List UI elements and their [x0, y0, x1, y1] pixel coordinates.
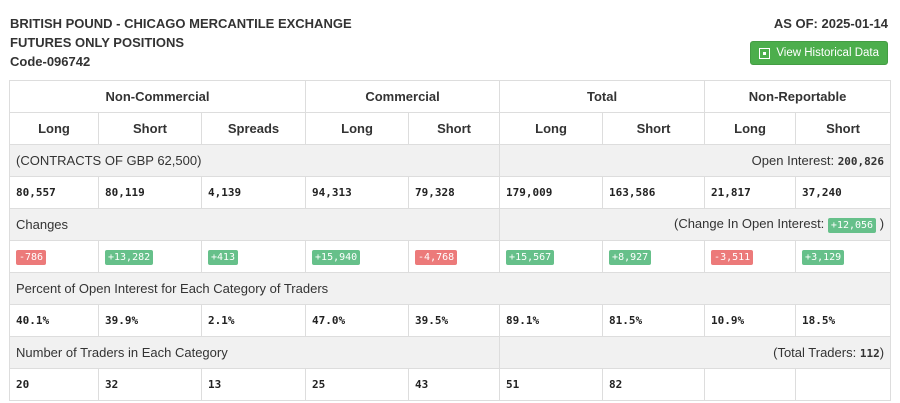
change-cell: -4,768: [408, 240, 501, 273]
as-of-date: AS OF: 2025-01-14: [773, 16, 888, 31]
traders-cell: [795, 368, 892, 401]
change-badge: +15,567: [506, 250, 555, 265]
change-badge: -3,511: [711, 250, 754, 265]
position-cell: 179,009: [499, 176, 604, 209]
traders-cell: 13: [200, 368, 307, 401]
traders-cell: [704, 368, 797, 401]
total-traders-value: 112: [859, 347, 880, 360]
changes-header-row: Changes (Change In Open Interest: +12,05…: [8, 208, 892, 241]
contracts-label: (CONTRACTS OF GBP 62,500): [8, 144, 501, 177]
changes-row: -786 +13,282 +413 +15,940 -4,768 +15,567 +8,92…: [9, 240, 892, 273]
percent-label: Percent of Open Interest for Each Catego…: [8, 272, 892, 305]
report-title: BRITISH POUND - CHICAGO MERCANTILE EXCHA…: [10, 14, 352, 71]
change-cell: +413: [200, 240, 307, 273]
total-traders-close: ): [879, 345, 885, 360]
column-header: Long: [305, 112, 410, 145]
change-open-interest: (Change In Open Interest: +12,056 ): [499, 208, 892, 241]
traders-cell: 82: [602, 368, 706, 401]
view-historical-data-button[interactable]: View Historical Data: [750, 41, 888, 65]
change-badge: +15,940: [312, 250, 361, 265]
column-header: Short: [408, 112, 501, 145]
group-header-row: Non-Commercial Commercial Total Non-Repo…: [8, 80, 892, 113]
change-oi-label: (Change In Open Interest:: [673, 216, 825, 231]
traders-label: Number of Traders in Each Category: [8, 336, 501, 369]
change-cell: +13,282: [98, 240, 202, 273]
contracts-row: (CONTRACTS OF GBP 62,500) Open Interest:…: [8, 144, 892, 177]
changes-label: Changes: [8, 208, 501, 241]
traders-cell: 51: [499, 368, 604, 401]
column-header: Long: [499, 112, 604, 145]
change-badge: +3,129: [802, 250, 845, 265]
position-cell: 37,240: [795, 176, 892, 209]
percent-cell: 18.5%: [795, 304, 892, 337]
position-cell: 80,119: [98, 176, 202, 209]
percent-cell: 10.9%: [704, 304, 797, 337]
percent-cell: 39.5%: [408, 304, 501, 337]
position-cell: 94,313: [305, 176, 410, 209]
percent-cell: 89.1%: [499, 304, 604, 337]
column-header: Long: [704, 112, 797, 145]
title-line-2: FUTURES ONLY POSITIONS: [10, 35, 185, 50]
change-badge: +8,927: [609, 250, 652, 265]
position-cell: 163,586: [602, 176, 706, 209]
calendar-icon: [759, 47, 771, 59]
change-badge: -786: [16, 250, 47, 265]
change-cell: -786: [9, 240, 99, 273]
total-traders: (Total Traders: 112): [499, 336, 892, 369]
position-cell: 21,817: [704, 176, 797, 209]
open-interest-label: Open Interest:: [751, 153, 835, 168]
percent-header-row: Percent of Open Interest for Each Catego…: [8, 272, 892, 305]
traders-row: 20 32 13 25 43 51 82: [9, 368, 892, 401]
percent-cell: 40.1%: [9, 304, 99, 337]
column-header: Short: [795, 112, 892, 145]
change-cell: +8,927: [602, 240, 706, 273]
column-header: Long: [9, 112, 99, 145]
positions-row: 80,557 80,119 4,139 94,313 79,328 179,009 163,…: [9, 176, 892, 209]
group-header: Non-Commercial: [8, 80, 307, 113]
group-header: Commercial: [305, 80, 501, 113]
open-interest-value: 200,826: [837, 155, 885, 168]
percent-row: 40.1% 39.9% 2.1% 47.0% 39.5% 89.1% 81.5% 10.9% 1…: [9, 304, 892, 337]
title-line-1: BRITISH POUND - CHICAGO MERCANTILE EXCHA…: [10, 16, 352, 31]
traders-cell: 32: [98, 368, 202, 401]
column-header-row: Long Short Spreads Long Short Long Short Long Sh…: [9, 112, 892, 145]
change-cell: +15,567: [499, 240, 604, 273]
traders-cell: 20: [9, 368, 99, 401]
percent-cell: 39.9%: [98, 304, 202, 337]
change-cell: -3,511: [704, 240, 797, 273]
percent-cell: 2.1%: [200, 304, 307, 337]
percent-cell: 47.0%: [305, 304, 410, 337]
cot-table: Non-Commercial Commercial Total Non-Repo…: [8, 80, 892, 401]
group-header: Non-Reportable: [704, 80, 892, 113]
traders-cell: 25: [305, 368, 410, 401]
traders-cell: 43: [408, 368, 501, 401]
position-cell: 4,139: [200, 176, 307, 209]
percent-cell: 81.5%: [602, 304, 706, 337]
position-cell: 80,557: [9, 176, 99, 209]
column-header: Spreads: [200, 112, 307, 145]
column-header: Short: [602, 112, 706, 145]
change-badge: +413: [208, 250, 239, 265]
change-badge: +13,282: [105, 250, 154, 265]
change-oi-badge: +12,056: [827, 218, 877, 233]
change-badge: -4,768: [415, 250, 458, 265]
total-traders-label: (Total Traders:: [773, 345, 857, 360]
open-interest: Open Interest: 200,826: [499, 144, 892, 177]
contract-code: Code-096742: [10, 54, 91, 69]
position-cell: 79,328: [408, 176, 501, 209]
traders-header-row: Number of Traders in Each Category (Tota…: [8, 336, 892, 369]
group-header: Total: [499, 80, 706, 113]
change-cell: +15,940: [305, 240, 410, 273]
column-header: Short: [98, 112, 202, 145]
change-cell: +3,129: [795, 240, 892, 273]
change-oi-close: ): [879, 216, 885, 231]
button-label: View Historical Data: [776, 47, 879, 59]
